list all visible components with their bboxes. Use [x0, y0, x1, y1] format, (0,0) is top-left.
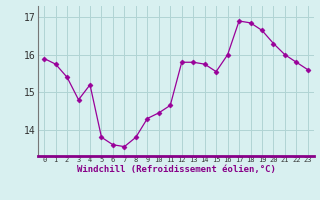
X-axis label: Windchill (Refroidissement éolien,°C): Windchill (Refroidissement éolien,°C) — [76, 165, 276, 174]
